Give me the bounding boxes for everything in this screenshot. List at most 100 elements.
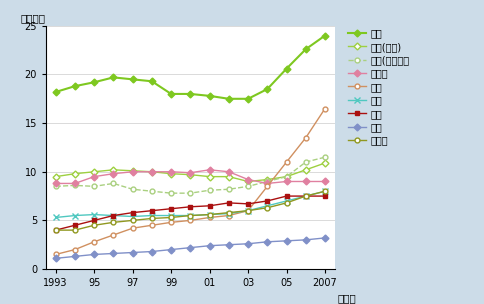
ドイツ <box>226 170 231 174</box>
韓国 <box>264 240 270 244</box>
米国 <box>321 34 327 37</box>
ドイツ <box>206 168 212 172</box>
インド <box>110 220 116 224</box>
米国(外国人） <box>302 160 308 164</box>
英国 <box>149 214 154 217</box>
韓国 <box>129 251 135 254</box>
日本 <box>110 214 116 217</box>
米国(外国人） <box>168 191 174 195</box>
英国 <box>129 215 135 218</box>
中国 <box>187 219 193 222</box>
日本 <box>206 204 212 208</box>
韓国 <box>149 250 154 253</box>
米国(外国人） <box>187 191 193 195</box>
米国(市民) <box>244 180 250 183</box>
米国(外国人） <box>206 188 212 192</box>
米国 <box>72 84 77 88</box>
Line: 英国: 英国 <box>53 188 327 220</box>
中国 <box>206 216 212 219</box>
インド <box>244 209 250 212</box>
インド <box>129 219 135 222</box>
中国 <box>110 233 116 237</box>
米国 <box>149 79 154 83</box>
インド <box>206 213 212 216</box>
中国 <box>226 214 231 217</box>
米国(外国人） <box>129 188 135 191</box>
日本 <box>302 194 308 198</box>
インド <box>302 194 308 198</box>
Line: 米国(外国人）: 米国(外国人） <box>53 155 327 195</box>
英国 <box>283 199 289 203</box>
米国 <box>226 97 231 101</box>
インド <box>264 206 270 209</box>
米国 <box>129 78 135 81</box>
米国 <box>168 92 174 96</box>
インド <box>321 189 327 193</box>
米国 <box>244 97 250 101</box>
米国(市民) <box>283 175 289 178</box>
米国(市民) <box>226 175 231 178</box>
中国 <box>302 136 308 140</box>
韓国 <box>244 242 250 246</box>
ドイツ <box>72 181 77 185</box>
日本 <box>264 199 270 203</box>
日本 <box>72 223 77 227</box>
米国 <box>206 94 212 98</box>
英国 <box>264 204 270 208</box>
英国 <box>72 214 77 217</box>
米国(市民) <box>91 170 97 174</box>
中国 <box>129 226 135 230</box>
Line: 米国(市民): 米国(市民) <box>53 161 327 184</box>
韓国 <box>91 253 97 256</box>
中国 <box>168 220 174 224</box>
日本 <box>168 207 174 211</box>
英国 <box>187 214 193 217</box>
米国(外国人） <box>264 180 270 183</box>
日本 <box>149 209 154 212</box>
インド <box>53 228 59 232</box>
米国(外国人） <box>72 184 77 187</box>
中国 <box>321 107 327 110</box>
米国 <box>302 47 308 51</box>
米国 <box>91 81 97 84</box>
韓国 <box>72 254 77 258</box>
米国(市民) <box>302 168 308 172</box>
米国(外国人） <box>226 188 231 191</box>
インド <box>226 211 231 214</box>
米国(市民) <box>321 161 327 165</box>
Legend: 米国, 米国(市民), 米国(外国人）, ドイツ, 中国, 英国, 日本, 韓国, インド: 米国, 米国(市民), 米国(外国人）, ドイツ, 中国, 英国, 日本, 韓国… <box>348 28 409 146</box>
米国 <box>264 87 270 91</box>
米国(外国人） <box>321 155 327 159</box>
韓国 <box>302 238 308 242</box>
米国 <box>110 76 116 79</box>
日本 <box>244 202 250 206</box>
Text: （年）: （年） <box>337 293 356 303</box>
英国 <box>244 209 250 212</box>
英国 <box>302 194 308 198</box>
中国 <box>283 160 289 164</box>
ドイツ <box>187 171 193 174</box>
Line: 日本: 日本 <box>53 194 327 233</box>
インド <box>149 217 154 220</box>
インド <box>168 216 174 219</box>
韓国 <box>110 252 116 255</box>
米国(外国人） <box>244 185 250 188</box>
ドイツ <box>149 170 154 174</box>
米国(外国人） <box>149 189 154 193</box>
ドイツ <box>129 170 135 174</box>
ドイツ <box>264 181 270 185</box>
米国 <box>53 90 59 94</box>
中国 <box>72 248 77 251</box>
ドイツ <box>53 181 59 185</box>
米国 <box>283 67 289 71</box>
Text: （千人）: （千人） <box>20 13 45 23</box>
米国(市民) <box>168 172 174 175</box>
韓国 <box>321 236 327 240</box>
Line: 米国: 米国 <box>53 33 327 101</box>
ドイツ <box>321 180 327 183</box>
日本 <box>91 219 97 222</box>
ドイツ <box>283 180 289 183</box>
米国(外国人） <box>110 181 116 185</box>
インド <box>91 223 97 227</box>
英国 <box>206 213 212 216</box>
